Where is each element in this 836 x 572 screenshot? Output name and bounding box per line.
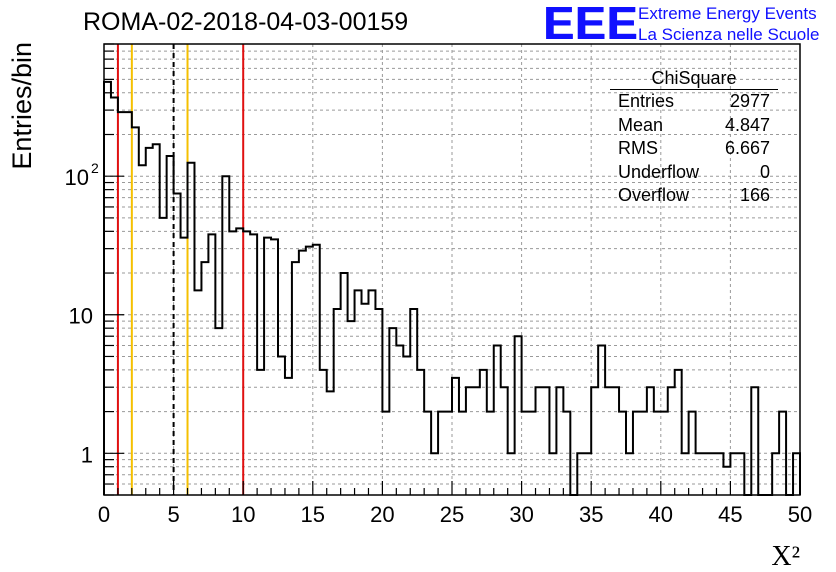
histogram-bar [675, 370, 682, 495]
histogram-bar [647, 387, 654, 495]
histogram-bar [285, 378, 292, 495]
histogram-bar [348, 321, 355, 495]
histogram-bar [104, 82, 111, 495]
histogram-bar [174, 194, 181, 495]
histogram-bar [320, 370, 327, 495]
histogram-bar [417, 370, 424, 495]
logo-mark: EEE [543, 0, 639, 49]
histogram-bar [668, 387, 675, 495]
x-tick-label: 40 [649, 502, 673, 527]
stats-label: Overflow [618, 185, 690, 206]
y-tick-label: 1 [81, 442, 93, 467]
reference-lines [116, 44, 245, 495]
histogram-bar [612, 387, 619, 495]
histogram-bar [153, 144, 160, 495]
x-tick-label: 25 [440, 502, 464, 527]
histogram-bar [515, 336, 522, 495]
histogram-bar [257, 370, 264, 495]
histogram-bars [103, 80, 801, 496]
histogram-bar [396, 345, 403, 495]
histogram-bar [605, 387, 612, 495]
histogram-bar [403, 356, 410, 495]
histogram-bar [751, 387, 758, 495]
stats-box: ChiSquare Entries 2977 Mean 4.847 RMS 6.667 Un… [610, 67, 778, 208]
x-tick-label: 50 [788, 502, 812, 527]
histogram-bar [327, 391, 334, 495]
stats-label: Entries [618, 91, 675, 111]
logo-line-1: Extreme Energy Events [638, 4, 817, 23]
histogram-bar [278, 356, 285, 495]
y-tick-label: 10 [65, 165, 89, 190]
histogram-bar [181, 238, 188, 495]
x-tick-label: 10 [231, 502, 255, 527]
histogram-bar [125, 112, 132, 495]
histogram-bar [536, 387, 543, 495]
histogram-bar [341, 273, 348, 495]
histogram-bar [229, 231, 236, 495]
logo-line-2: La Scienza nelle Scuole [638, 25, 820, 44]
stats-row: Overflow 166 [610, 184, 778, 208]
histogram-outline [103, 80, 801, 496]
histogram-bar [118, 112, 125, 495]
x-tick-label: 0 [98, 502, 110, 527]
histogram-bar [271, 239, 278, 495]
histogram-bar [598, 345, 605, 495]
histogram-bar [222, 176, 229, 495]
histogram-bar [139, 165, 146, 495]
histogram-bar [299, 251, 306, 495]
stats-value: 2977 [729, 91, 770, 111]
eee-logo: EEE Extreme Energy Events La Scienza nel… [543, 0, 836, 49]
stats-title: ChiSquare [610, 67, 778, 90]
stats-value: 166 [739, 185, 770, 206]
histogram-bar [236, 228, 243, 495]
histogram-bar [466, 387, 473, 495]
histogram-bar [591, 387, 598, 495]
stats-label: Mean [618, 114, 664, 135]
histogram-bar [723, 467, 730, 495]
x-tick-label: 30 [509, 502, 533, 527]
histogram-bar [452, 378, 459, 495]
stats-label: Underflow [618, 161, 700, 182]
histogram-bar [111, 97, 118, 495]
histogram-bar [501, 387, 508, 495]
x-axis-label: X² [771, 541, 800, 572]
chart-title: ROMA-02-2018-04-03-00159 [83, 8, 409, 36]
grid [104, 44, 800, 495]
histogram-bar [473, 387, 480, 495]
x-tick-label: 35 [579, 502, 603, 527]
stats-row: Mean 4.847 [610, 114, 778, 138]
x-tick-label: 45 [718, 502, 742, 527]
y-tick-label: 10 [69, 304, 93, 329]
stats-value: 4.847 [724, 114, 770, 135]
stats-row: Entries 2977 [610, 90, 778, 114]
histogram-bar [556, 387, 563, 495]
histogram-bar [494, 345, 501, 495]
stats-label: RMS [618, 138, 658, 159]
stats-value: 6.667 [724, 138, 770, 159]
histogram-bar [264, 238, 271, 495]
y-tick-label-exponent: 2 [91, 160, 99, 176]
histogram-bar [542, 387, 549, 495]
x-tick-label: 15 [301, 502, 325, 527]
stats-row: RMS 6.667 [610, 137, 778, 161]
x-tick-label: 20 [370, 502, 394, 527]
histogram-bar [188, 163, 195, 495]
x-tick-label: 5 [167, 502, 179, 527]
histogram-bar [480, 370, 487, 495]
y-axis-label: Entries/bin [7, 42, 37, 170]
stats-value: 0 [759, 161, 770, 182]
histogram-bar [306, 247, 313, 495]
stats-row: Underflow 0 [610, 161, 778, 185]
histogram-bar [243, 231, 250, 495]
